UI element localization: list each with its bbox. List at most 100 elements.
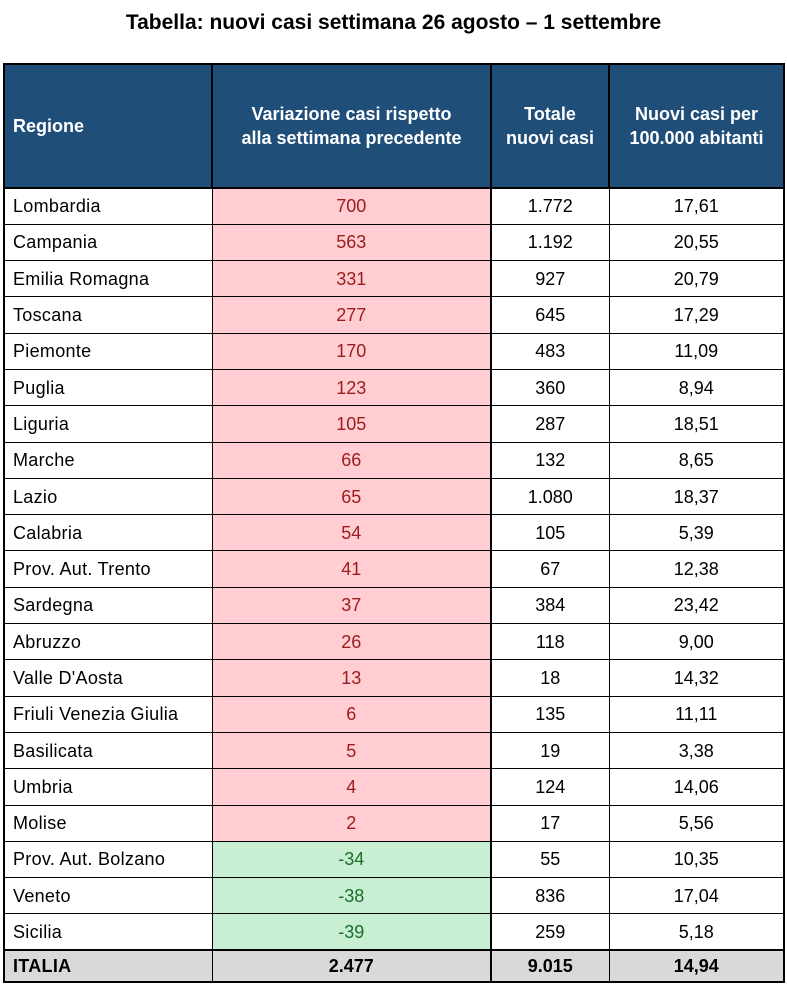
cell-variation: 37 — [211, 586, 492, 625]
cell-region: Abruzzo — [3, 623, 213, 661]
cell-region: Calabria — [3, 514, 213, 552]
cell-region: Liguria — [3, 405, 213, 443]
table-row: Marche 66 132 8,65 — [3, 441, 785, 479]
cell-variation: 6 — [211, 695, 492, 733]
header-variation: Variazione casi rispetto alla settimana … — [211, 63, 492, 189]
cell-total: 360 — [490, 368, 610, 407]
table-row: Basilicata 5 19 3,38 — [3, 731, 785, 770]
cell-total: 55 — [490, 840, 610, 879]
table-title: Tabella: nuovi casi settimana 26 agosto … — [125, 11, 662, 34]
cell-variation: 2 — [211, 804, 492, 842]
cell-total: 287 — [490, 405, 610, 443]
table-body: Lombardia 700 1.772 17,61 Campania 563 1.192 20… — [3, 187, 785, 984]
total-per100k: 14,94 — [608, 949, 785, 984]
cell-variation: 105 — [211, 405, 492, 443]
cell-variation: 700 — [211, 187, 492, 225]
cell-region: Sardegna — [3, 586, 213, 625]
cell-per100k: 11,11 — [608, 695, 785, 733]
cell-per100k: 3,38 — [608, 731, 785, 770]
table-row: Molise 2 17 5,56 — [3, 804, 785, 842]
cell-region: Campania — [3, 223, 213, 262]
cell-total: 927 — [490, 260, 610, 298]
cell-variation: 65 — [211, 477, 492, 516]
cell-total: 124 — [490, 768, 610, 806]
cell-total: 132 — [490, 441, 610, 479]
cell-variation: 41 — [211, 550, 492, 588]
cell-total: 836 — [490, 877, 610, 915]
table-row: Umbria 4 124 14,06 — [3, 768, 785, 806]
cell-per100k: 14,32 — [608, 659, 785, 697]
cell-per100k: 12,38 — [608, 550, 785, 588]
header-total-line2: nuovi casi — [505, 128, 595, 148]
cell-per100k: 17,61 — [608, 187, 785, 225]
header-region: Regione — [3, 63, 213, 189]
cell-variation: -34 — [211, 840, 492, 879]
cell-total: 1.080 — [490, 477, 610, 516]
cell-total: 105 — [490, 514, 610, 552]
total-row: ITALIA 2.477 9.015 14,94 — [3, 949, 785, 984]
cell-region: Prov. Aut. Bolzano — [3, 840, 213, 879]
table-row: Emilia Romagna 331 927 20,79 — [3, 260, 785, 298]
table-row: Veneto -38 836 17,04 — [3, 877, 785, 915]
header-row: Regione Variazione casi rispetto alla se… — [3, 63, 785, 189]
cell-variation: 331 — [211, 260, 492, 298]
cell-region: Emilia Romagna — [3, 260, 213, 298]
cell-variation: 123 — [211, 368, 492, 407]
cell-variation: 170 — [211, 332, 492, 370]
cell-variation: 5 — [211, 731, 492, 770]
cell-variation: -38 — [211, 877, 492, 915]
table-row: Friuli Venezia Giulia 6 135 11,11 — [3, 695, 785, 733]
cell-variation: 26 — [211, 623, 492, 661]
cell-per100k: 10,35 — [608, 840, 785, 879]
cell-total: 1.772 — [490, 187, 610, 225]
cell-total: 384 — [490, 586, 610, 625]
cell-total: 118 — [490, 623, 610, 661]
cell-per100k: 18,51 — [608, 405, 785, 443]
cell-per100k: 5,56 — [608, 804, 785, 842]
cell-region: Sicilia — [3, 913, 213, 951]
header-per100k-line2: 100.000 abitanti — [629, 128, 764, 148]
cell-variation: 4 — [211, 768, 492, 806]
cell-region: Lombardia — [3, 187, 213, 225]
cell-per100k: 23,42 — [608, 586, 785, 625]
cell-total: 135 — [490, 695, 610, 733]
header-variation-line1: Variazione casi rispetto — [251, 104, 452, 124]
cases-table: Regione Variazione casi rispetto alla se… — [3, 63, 785, 984]
cell-region: Umbria — [3, 768, 213, 806]
cell-variation: -39 — [211, 913, 492, 951]
cell-region: Piemonte — [3, 332, 213, 370]
table-row: Prov. Aut. Trento 41 67 12,38 — [3, 550, 785, 588]
cell-per100k: 8,65 — [608, 441, 785, 479]
header-per100k: Nuovi casi per 100.000 abitanti — [608, 63, 785, 189]
table-row: Puglia 123 360 8,94 — [3, 368, 785, 407]
cell-variation: 277 — [211, 296, 492, 334]
table-row: Toscana 277 645 17,29 — [3, 296, 785, 334]
cell-region: Molise — [3, 804, 213, 842]
table-row: Abruzzo 26 118 9,00 — [3, 623, 785, 661]
cell-variation: 66 — [211, 441, 492, 479]
table-row: Sardegna 37 384 23,42 — [3, 586, 785, 625]
cell-region: Prov. Aut. Trento — [3, 550, 213, 588]
cell-total: 19 — [490, 731, 610, 770]
cell-region: Valle D'Aosta — [3, 659, 213, 697]
table-row: Sicilia -39 259 5,18 — [3, 913, 785, 951]
cell-total: 18 — [490, 659, 610, 697]
cell-per100k: 8,94 — [608, 368, 785, 407]
cell-variation: 54 — [211, 514, 492, 552]
table-row: Lazio 65 1.080 18,37 — [3, 477, 785, 516]
cell-total: 17 — [490, 804, 610, 842]
cell-per100k: 11,09 — [608, 332, 785, 370]
table-row: Liguria 105 287 18,51 — [3, 405, 785, 443]
cell-total: 67 — [490, 550, 610, 588]
cell-region: Veneto — [3, 877, 213, 915]
table-row: Calabria 54 105 5,39 — [3, 514, 785, 552]
header-total: Totale nuovi casi — [490, 63, 610, 189]
header-variation-line2: alla settimana precedente — [241, 128, 462, 148]
table-row: Campania 563 1.192 20,55 — [3, 223, 785, 262]
cell-per100k: 20,55 — [608, 223, 785, 262]
total-region: ITALIA — [3, 949, 213, 984]
cell-per100k: 18,37 — [608, 477, 785, 516]
cell-region: Basilicata — [3, 731, 213, 770]
cell-total: 259 — [490, 913, 610, 951]
table-row: Prov. Aut. Bolzano -34 55 10,35 — [3, 840, 785, 879]
